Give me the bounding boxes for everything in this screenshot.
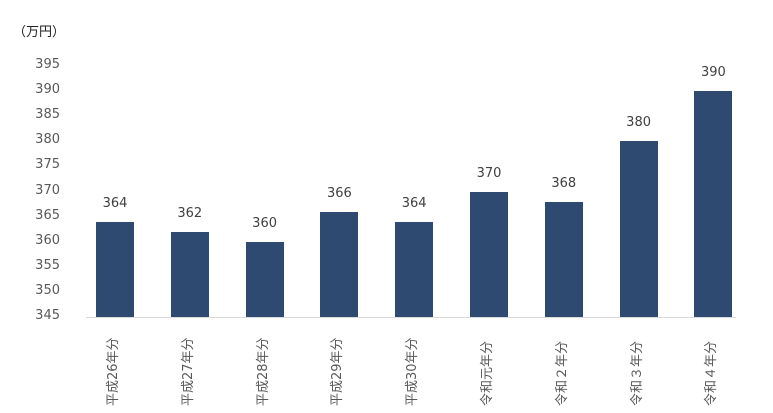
x-tick-label: 令和３年分 — [629, 326, 647, 406]
bar — [170, 231, 209, 317]
x-tick-label-text: 平成30年分 — [405, 337, 421, 406]
y-tick-label: 355 — [35, 257, 60, 273]
y-tick-label: 385 — [35, 107, 60, 123]
bar — [694, 91, 733, 317]
bar — [96, 221, 134, 317]
data-label: 364 — [401, 195, 427, 211]
bar — [395, 221, 434, 317]
bar — [320, 211, 359, 317]
data-label: 368 — [551, 175, 577, 191]
x-tick-label: 平成27年分 — [180, 326, 198, 406]
y-axis-unit-label: （万円） — [13, 25, 66, 40]
x-tick-label-text: 平成29年分 — [330, 337, 346, 406]
x-axis-line — [86, 317, 736, 318]
bar — [544, 201, 583, 317]
data-label: 370 — [476, 165, 502, 181]
x-tick-label: 令和２年分 — [554, 326, 572, 406]
y-tick-label: 360 — [35, 232, 60, 248]
x-tick-label-text: 令和３年分 — [629, 340, 645, 406]
y-tick-label: 345 — [35, 308, 60, 323]
x-tick-label-text: 令和２年分 — [554, 340, 570, 406]
y-tick-label: 375 — [35, 157, 60, 173]
x-tick-label: 平成30年分 — [405, 326, 422, 406]
x-tick-label-text: 令和元年分 — [480, 340, 495, 406]
y-tick-label: 395 — [35, 57, 60, 72]
x-tick-label-text: 平成26年分 — [106, 337, 121, 406]
bar — [470, 191, 508, 317]
x-tick-label: 令和４年分 — [704, 326, 721, 406]
x-tick-label: 平成29年分 — [330, 326, 347, 406]
data-label: 364 — [102, 195, 128, 211]
bar — [619, 141, 658, 317]
x-tick-label-text: 令和４年分 — [704, 340, 720, 406]
x-tick-label: 平成26年分 — [106, 326, 123, 406]
x-tick-label-text: 平成28年分 — [255, 337, 271, 406]
y-tick-label: 380 — [35, 132, 60, 148]
bar — [245, 241, 284, 317]
y-tick-label: 365 — [35, 207, 60, 223]
data-label: 362 — [177, 205, 203, 221]
x-tick-label: 平成28年分 — [255, 326, 273, 406]
y-tick-label: 350 — [35, 282, 60, 298]
y-axis: 395 390 385 380 375 370 365 360 355 350 345 — [0, 0, 60, 413]
data-label: 390 — [700, 65, 726, 81]
x-tick-label-text: 平成27年分 — [180, 337, 196, 406]
y-tick-label: 390 — [35, 82, 60, 98]
data-label: 380 — [626, 115, 651, 131]
data-label: 366 — [326, 185, 352, 201]
x-tick-label: 令和元年分 — [480, 326, 497, 406]
data-label: 360 — [252, 215, 277, 231]
y-tick-label: 370 — [35, 182, 60, 198]
